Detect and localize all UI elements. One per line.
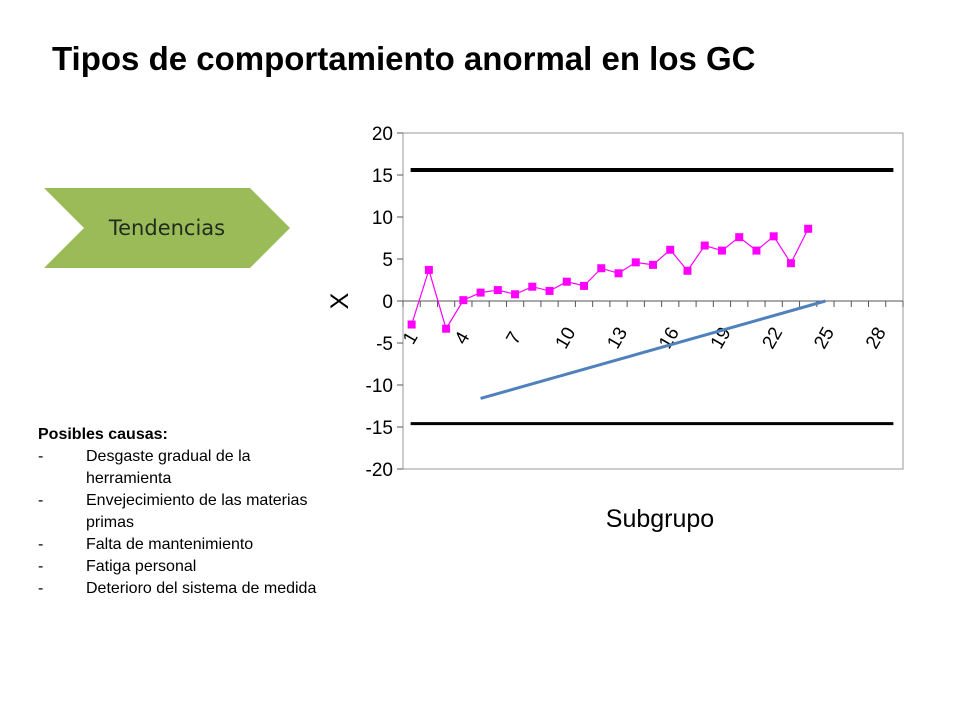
cause-dash: - [38, 580, 44, 597]
data-point [752, 246, 761, 255]
data-point [649, 260, 657, 269]
data-point [614, 269, 623, 278]
y-tick-label: -20 [366, 460, 393, 481]
data-point [528, 282, 537, 291]
x-axis-title: Subgrupo [606, 505, 714, 533]
data-point [580, 281, 589, 290]
causes-list: - Desgaste gradual de la herramienta - Enve… [38, 446, 328, 600]
cause-item: - Envejecimiento de las materias primas [38, 490, 328, 534]
cause-text: Fatiga personal [86, 558, 197, 575]
possible-causes-block: Posibles causas: - Desgaste gradual de la… [38, 424, 328, 600]
slide-title: Tipos de comportamiento anormal en los G… [52, 40, 756, 77]
data-point [717, 246, 726, 255]
data-point [700, 241, 709, 250]
x-tick-label: 4 [451, 328, 475, 348]
y-tick-label: -10 [366, 376, 393, 397]
cause-dash: - [38, 536, 44, 553]
trend-line [480, 299, 826, 400]
x-tick-label: 10 [552, 324, 581, 353]
data-point [442, 324, 451, 333]
x-tick-label: 7 [503, 328, 526, 348]
data-point [683, 266, 692, 275]
cause-text: Falta de mantenimiento [86, 536, 254, 553]
y-tick-label: 15 [372, 166, 393, 187]
series-line [411, 228, 809, 331]
y-tick-label: -15 [366, 418, 393, 439]
cause-dash: - [38, 492, 44, 509]
data-point [804, 224, 813, 233]
tendencias-chevron-shape [44, 188, 290, 268]
cause-dash: - [38, 448, 44, 465]
data-point [511, 290, 520, 299]
chevron-label-text: Tendencias [108, 216, 226, 240]
data-point [631, 258, 640, 267]
x-tick-label: 22 [759, 324, 788, 353]
data-point [666, 245, 675, 254]
data-point [786, 259, 795, 268]
x-tick-label: 25 [810, 324, 839, 353]
cause-text: Desgaste gradual de la herramienta [86, 448, 251, 487]
y-tick-label: 10 [372, 208, 393, 229]
cause-item: - Desgaste gradual de la herramienta [38, 446, 328, 490]
data-point [562, 277, 571, 286]
cause-dash: - [38, 558, 44, 575]
data-point [545, 286, 554, 295]
cause-item: - Deterioro del sistema de medida [38, 578, 328, 600]
cause-text: Deterioro del sistema de medida [86, 580, 317, 597]
data-point [476, 288, 485, 297]
y-axis-title: X [326, 292, 354, 309]
y-tick-label: 5 [382, 250, 393, 271]
causes-title: Posibles causas: [38, 426, 168, 443]
y-tick-label: 0 [382, 292, 393, 313]
chevron-polygon [44, 188, 290, 268]
data-point [597, 264, 606, 273]
y-tick-label: -5 [376, 334, 393, 355]
data-point [459, 296, 468, 305]
cause-item: - Fatiga personal [38, 556, 328, 578]
data-point [493, 286, 502, 295]
y-tick-label: 20 [372, 124, 393, 145]
cause-item: - Falta de mantenimiento [38, 534, 328, 556]
data-point [424, 265, 433, 274]
tendencias-chevron-label: Tendencias [44, 188, 290, 268]
x-tick-label: 28 [862, 324, 891, 353]
data-point [407, 320, 416, 329]
data-point [735, 233, 744, 242]
data-point [769, 232, 778, 241]
x-tick-label: 13 [603, 324, 632, 353]
cause-text: Envejecimiento de las materias primas [86, 492, 308, 531]
